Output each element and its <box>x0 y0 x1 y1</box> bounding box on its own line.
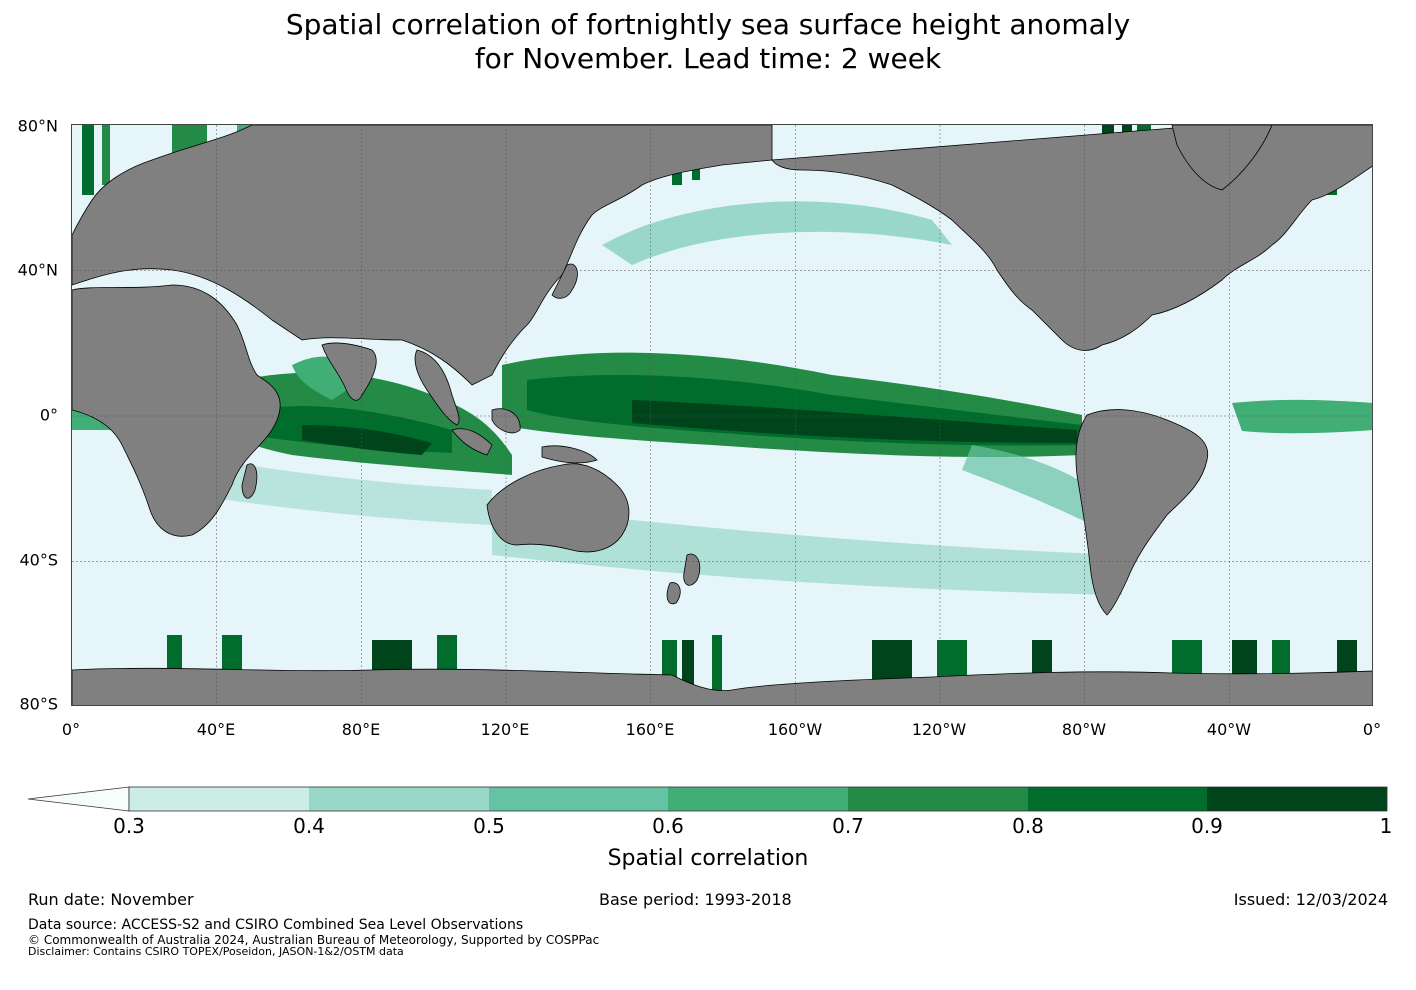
lon-tick-40e: 40°E <box>196 720 236 739</box>
colorbar-bin-3 <box>668 787 848 811</box>
map-canvas <box>72 125 1372 705</box>
disclaimer: Disclaimer: Contains CSIRO TOPEX/Poseido… <box>28 945 404 958</box>
issued-date: Issued: 12/03/2024 <box>1233 890 1388 909</box>
colorbar-tick-0-8: 0.8 <box>1012 814 1044 838</box>
colorbar-tick-1: 1 <box>1379 814 1393 838</box>
base-period: Base period: 1993-2018 <box>599 890 792 909</box>
colorbar-tick-0-3: 0.3 <box>113 814 145 838</box>
colorbar <box>28 786 1388 812</box>
colorbar-bin-6 <box>1207 787 1387 811</box>
chart-title: Spatial correlation of fortnightly sea s… <box>0 8 1416 76</box>
correlation-field <box>72 125 1372 705</box>
lat-tick-80s: 80°S <box>19 694 58 714</box>
run-date: Run date: November <box>28 890 194 909</box>
colorbar-tick-0-5: 0.5 <box>473 814 505 838</box>
lat-tick-0: 0° <box>39 405 58 425</box>
lat-tick-40n: 40°N <box>17 260 58 280</box>
lon-tick-80e: 80°E <box>341 720 381 739</box>
lon-tick-0-right: 0° <box>1362 720 1382 739</box>
lat-tick-80n: 80°N <box>17 116 58 136</box>
land-masses <box>72 125 1372 705</box>
colorbar-tick-0-6: 0.6 <box>652 814 684 838</box>
lon-tick-40w: 40°W <box>1206 720 1252 739</box>
lat-tick-40s: 40°S <box>19 550 58 570</box>
colorbar-bin-4 <box>848 787 1028 811</box>
correlation-map <box>71 124 1373 706</box>
lon-tick-160e: 160°E <box>625 720 675 739</box>
colorbar-extend-arrow <box>28 786 130 812</box>
colorbar-bin-5 <box>1028 787 1207 811</box>
lon-tick-120w: 120°W <box>911 720 967 739</box>
colorbar-bin-0 <box>129 787 309 811</box>
title-line-2: for November. Lead time: 2 week <box>474 42 942 75</box>
colorbar-bin-1 <box>309 787 489 811</box>
graticule <box>72 125 1372 705</box>
colorbar-tick-0-7: 0.7 <box>832 814 864 838</box>
colorbar-tick-0-9: 0.9 <box>1191 814 1223 838</box>
lon-tick-80w: 80°W <box>1061 720 1107 739</box>
colorbar-tick-0-4: 0.4 <box>293 814 325 838</box>
colorbar-title: Spatial correlation <box>607 846 809 871</box>
lon-tick-120e: 120°E <box>480 720 530 739</box>
data-source: Data source: ACCESS-S2 and CSIRO Combine… <box>28 917 524 933</box>
copyright: © Commonwealth of Australia 2024, Austra… <box>28 933 600 947</box>
colorbar-bin-2 <box>489 787 668 811</box>
lon-tick-160w: 160°W <box>767 720 823 739</box>
lon-tick-0-left: 0° <box>61 720 81 739</box>
title-line-1: Spatial correlation of fortnightly sea s… <box>285 8 1131 41</box>
